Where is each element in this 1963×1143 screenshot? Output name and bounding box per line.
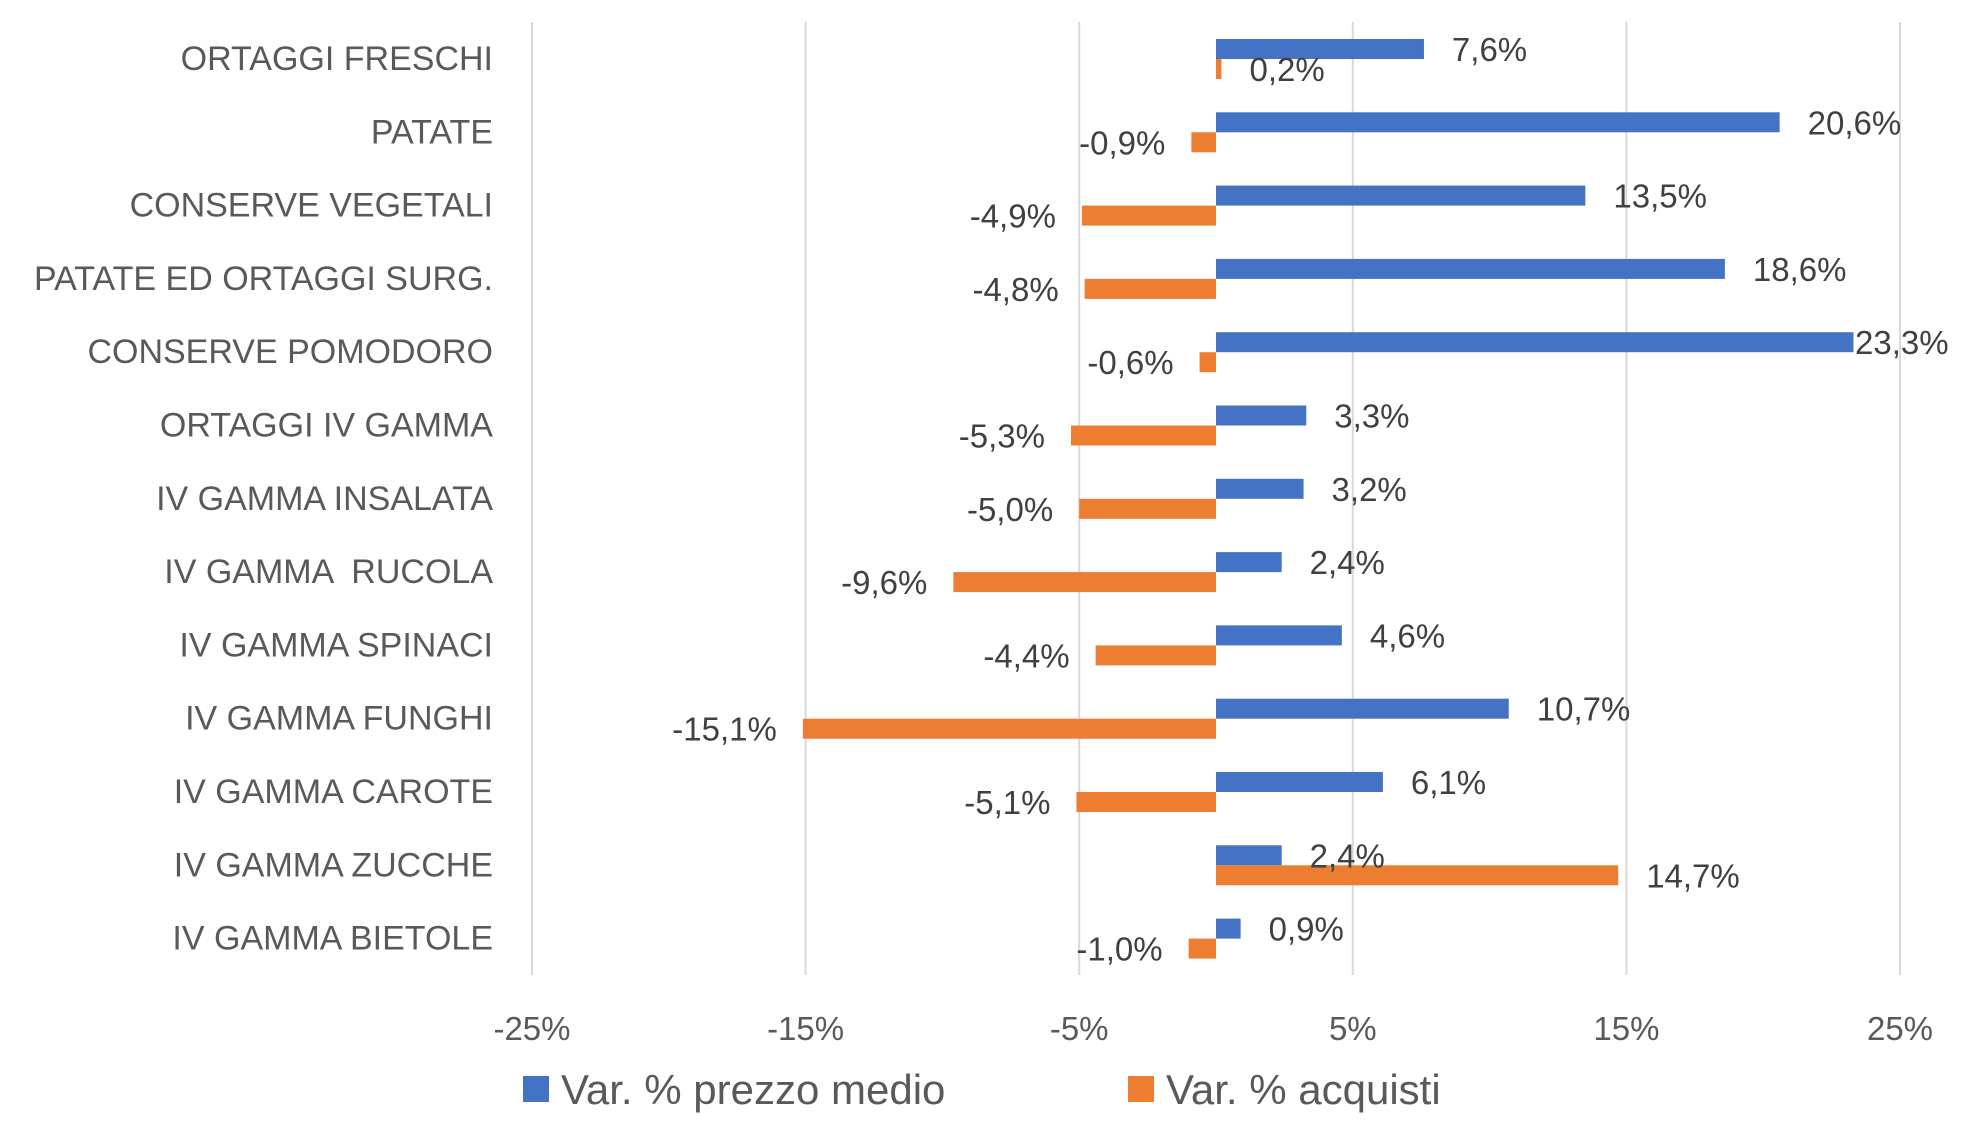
bar-acquisti [1188, 938, 1216, 959]
bar-acquisti [1216, 59, 1222, 79]
legend-swatch [523, 1076, 549, 1102]
data-label-prezzo-medio: 3,2% [1332, 471, 1407, 508]
data-label-prezzo-medio: 2,4% [1310, 544, 1385, 581]
data-label-acquisti: -5,0% [967, 491, 1053, 528]
data-label-prezzo-medio: 10,7% [1537, 691, 1631, 728]
data-label-acquisti: -4,8% [972, 271, 1058, 308]
bar-prezzo-medio [1216, 258, 1725, 279]
data-label-acquisti: -0,6% [1087, 344, 1173, 381]
x-tick-label: -5% [1050, 1010, 1109, 1047]
data-label-acquisti: -4,4% [983, 637, 1069, 674]
category-label: CONSERVE VEGETALI [130, 187, 493, 225]
bar-acquisti [1191, 132, 1216, 153]
legend: Var. % prezzo medio Var. % acquisti [523, 1066, 1441, 1113]
bar-acquisti [953, 572, 1216, 593]
data-labels: 7,6% 20,6% 13,5% 18,6%23,3% 3,3% 3,2% 2,4% 4,6%… [672, 31, 1948, 968]
x-tick-label: -25% [493, 1010, 570, 1047]
bar-acquisti [1216, 865, 1619, 886]
data-label-acquisti: -4,9% [970, 198, 1056, 235]
bar-acquisti [802, 718, 1216, 739]
bar-prezzo-medio [1216, 772, 1383, 792]
category-label: IV GAMMA INSALATA [156, 480, 493, 518]
data-label-prezzo-medio: 7,6% [1452, 31, 1527, 68]
data-label-acquisti: -9,6% [841, 564, 927, 601]
category-label: IV GAMMA BIETOLE [172, 920, 493, 958]
category-label: PATATE ED ORTAGGI SURG. [34, 260, 493, 298]
data-label-prezzo-medio: 6,1% [1411, 764, 1486, 801]
x-axis-ticks: -25% -15% -5% 5% 15% 25% [493, 1010, 1933, 1047]
category-label: IV GAMMA CAROTE [174, 773, 493, 811]
category-label: IV GAMMA SPINACI [179, 626, 493, 664]
category-label: IV GAMMA RUCOLA [164, 553, 493, 591]
data-label-acquisti: -0,9% [1079, 124, 1165, 161]
data-label-acquisti: 14,7% [1646, 857, 1740, 894]
category-label: IV GAMMA ZUCCHE [174, 846, 493, 884]
data-label-prezzo-medio: 13,5% [1613, 178, 1707, 215]
x-tick-label: 25% [1867, 1010, 1933, 1047]
legend-label: Var. % prezzo medio [561, 1066, 945, 1113]
legend-label: Var. % acquisti [1166, 1066, 1441, 1113]
bar-prezzo-medio [1216, 625, 1342, 646]
data-label-prezzo-medio: 20,6% [1808, 104, 1902, 141]
bar-prezzo-medio [1216, 39, 1424, 59]
bar-prezzo-medio [1216, 698, 1509, 719]
x-tick-label: 15% [1593, 1010, 1659, 1047]
bars [802, 39, 1854, 959]
bar-prezzo-medio [1216, 918, 1241, 939]
bar-prezzo-medio [1216, 405, 1307, 426]
bar-prezzo-medio [1216, 332, 1854, 353]
bar-prezzo-medio [1216, 552, 1282, 573]
bar-prezzo-medio [1216, 185, 1586, 206]
category-labels: ORTAGGI FRESCHI PATATE CONSERVE VEGETALI PA… [34, 40, 493, 958]
data-label-acquisti: -5,3% [959, 418, 1045, 455]
data-label-prezzo-medio: 4,6% [1370, 617, 1445, 654]
bar-acquisti [1076, 792, 1216, 812]
category-label: PATATE [371, 113, 493, 151]
bar-acquisti [1199, 352, 1216, 373]
data-label-acquisti: -1,0% [1076, 931, 1162, 968]
category-label: ORTAGGI IV GAMMA [160, 407, 493, 445]
bar-prezzo-medio [1216, 478, 1304, 499]
gridlines [531, 22, 1901, 975]
category-label: ORTAGGI FRESCHI [181, 40, 493, 78]
bar-acquisti [1079, 498, 1216, 519]
data-label-prezzo-medio: 23,3% [1855, 324, 1949, 361]
data-label-prezzo-medio: 2,4% [1310, 837, 1385, 874]
legend-swatch [1128, 1076, 1154, 1102]
data-label-acquisti: -15,1% [672, 711, 777, 748]
bar-prezzo-medio [1216, 112, 1780, 133]
bar-prezzo-medio [1216, 845, 1282, 866]
data-label-acquisti: -5,1% [964, 784, 1050, 821]
data-label-acquisti: 0,2% [1249, 51, 1324, 88]
data-label-prezzo-medio: 3,3% [1334, 398, 1409, 435]
x-tick-label: -15% [767, 1010, 844, 1047]
data-label-prezzo-medio: 18,6% [1753, 251, 1847, 288]
x-tick-label: 5% [1329, 1010, 1377, 1047]
bar-acquisti [1084, 278, 1216, 299]
bar-acquisti [1070, 425, 1216, 446]
bar-acquisti [1095, 645, 1216, 666]
category-label: IV GAMMA FUNGHI [185, 700, 493, 738]
bar-acquisti [1081, 205, 1216, 226]
category-label: CONSERVE POMODORO [87, 333, 493, 371]
data-label-prezzo-medio: 0,9% [1269, 911, 1344, 948]
